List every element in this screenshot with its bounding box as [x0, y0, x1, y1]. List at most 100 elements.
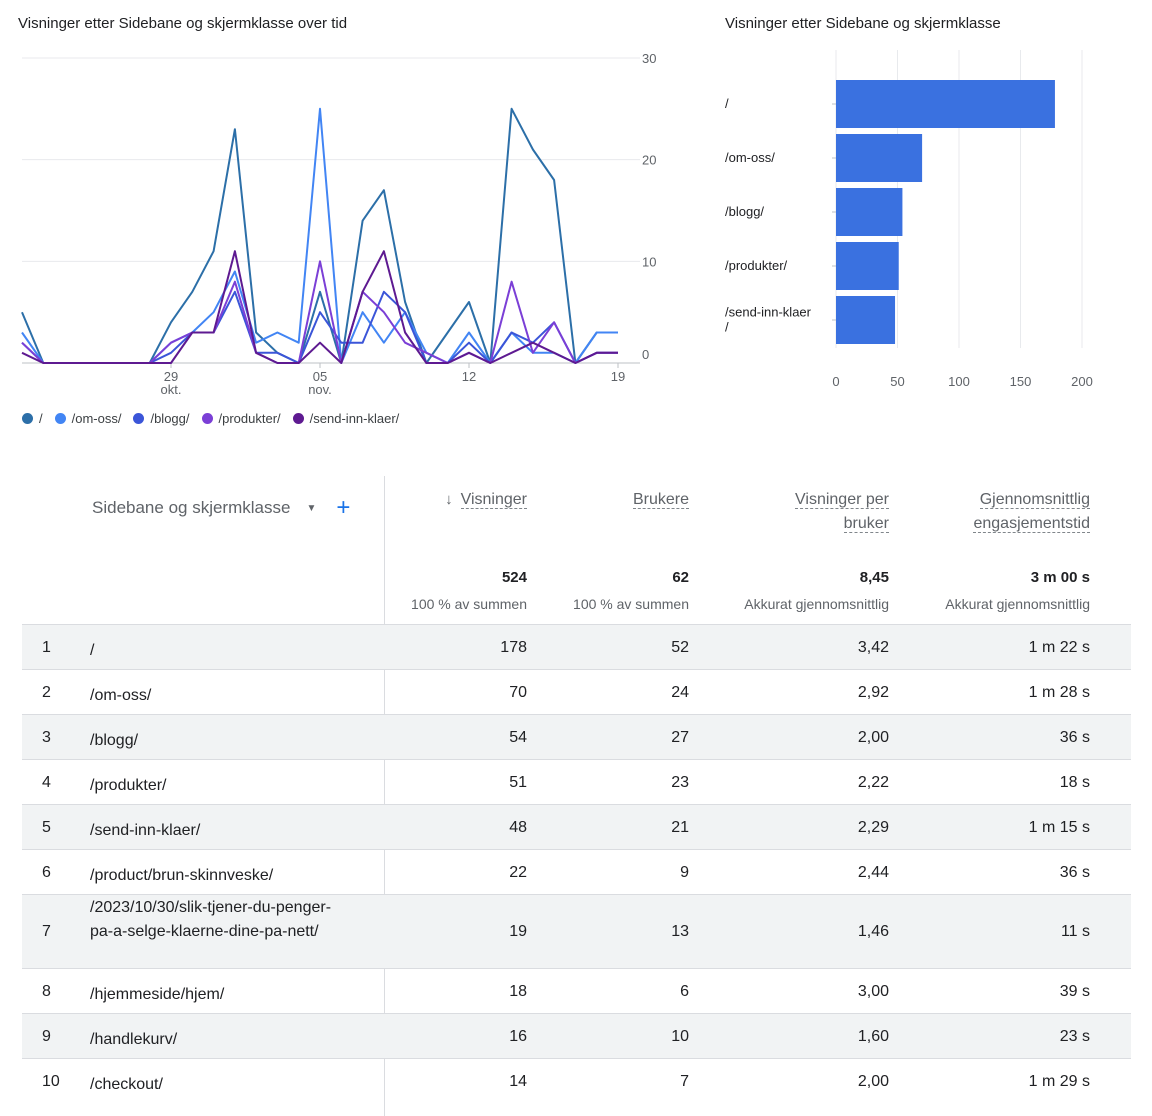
- row-engagement: 11 s: [1060, 923, 1090, 940]
- row-views-per-user: 2,22: [857, 773, 889, 791]
- column-header-engagement-line1[interactable]: Gjennomsnittlig: [979, 491, 1090, 509]
- row-engagement: 39 s: [1059, 982, 1090, 1000]
- row-page-path[interactable]: /product/brun-skinnveske/: [90, 866, 274, 884]
- bar-category-label: /produkter/: [725, 258, 788, 273]
- legend-dot-icon: [201, 413, 213, 424]
- row-engagement: 1 m 22 s: [1028, 638, 1090, 656]
- row-index: 6: [42, 863, 51, 881]
- table-row[interactable]: 5/send-inn-klaer/48 21 2,29 1 m 15 s: [22, 804, 1131, 849]
- row-engagement: 1 m 29 s: [1028, 1072, 1090, 1090]
- legend-label: /send-inn-klaer/: [309, 411, 400, 426]
- legend-item[interactable]: /: [22, 411, 43, 426]
- series-line-1: [21, 107, 618, 364]
- bar: [836, 242, 899, 290]
- row-page-path[interactable]: /: [90, 641, 95, 659]
- row-engagement: 36 s: [1059, 863, 1090, 881]
- sort-down-icon[interactable]: ↓: [445, 491, 453, 508]
- row-views: 18: [509, 982, 527, 1000]
- column-header-views[interactable]: ↓ Visninger: [307, 488, 527, 512]
- table-row[interactable]: 2/om-oss/70 24 2,92 1 m 28 s: [22, 669, 1131, 714]
- table-row[interactable]: 9/handlekurv/16 10 1,60 23 s: [22, 1013, 1131, 1058]
- row-views-per-user: 2,29: [857, 818, 889, 836]
- column-header-users-label[interactable]: Brukere: [632, 491, 689, 509]
- bar-category-label: /: [725, 320, 729, 335]
- row-page-path[interactable]: /send-inn-klaer/: [90, 821, 201, 839]
- legend-label: /om-oss/: [71, 411, 122, 426]
- y-tick-label: 30: [642, 51, 656, 66]
- table-row[interactable]: 6/product/brun-skinnveske/22 9 2,44 36 s: [22, 849, 1131, 894]
- row-views: 48: [509, 818, 527, 836]
- row-page-path[interactable]: /handlekurv/: [90, 1030, 178, 1048]
- row-page-path[interactable]: /om-oss/: [90, 686, 152, 704]
- total-engagement-sub: Akkurat gjennomsnittlig: [945, 596, 1090, 612]
- row-users: 13: [671, 923, 689, 940]
- table-row[interactable]: 7/2023/10/30/slik-tjener-du-penger-pa-a-…: [22, 894, 1131, 968]
- x-tick-label: 200: [1071, 374, 1093, 389]
- y-tick-label: 10: [642, 254, 656, 269]
- row-views: 16: [509, 1027, 527, 1045]
- row-engagement: 1 m 15 s: [1028, 818, 1090, 836]
- row-views-per-user: 2,00: [857, 1072, 889, 1090]
- legend-dot-icon: [54, 413, 66, 424]
- table-row[interactable]: 3/blogg/54 27 2,00 36 s: [22, 714, 1131, 759]
- row-page-path[interactable]: /blogg/: [90, 731, 139, 749]
- column-header-engagement[interactable]: Gjennomsnittlig engasjementstid: [900, 488, 1090, 536]
- legend-item[interactable]: /send-inn-klaer/: [292, 411, 400, 426]
- dimension-label[interactable]: Sidebane og skjermklasse: [92, 498, 291, 517]
- x-tick-label: 29: [164, 369, 178, 384]
- row-views: 178: [500, 638, 527, 656]
- x-tick-label: 12: [462, 369, 476, 384]
- row-page-path[interactable]: /hjemmeside/hjem/: [90, 985, 225, 1003]
- legend-item[interactable]: /produkter/: [201, 411, 281, 426]
- row-views: 14: [509, 1072, 527, 1090]
- legend-label: /: [39, 411, 43, 426]
- x-tick-label: 100: [948, 374, 970, 389]
- row-page-path[interactable]: /2023/10/30/slik-tjener-du-penger-pa-a-s…: [90, 899, 332, 940]
- column-header-views-label[interactable]: Visninger: [460, 491, 527, 509]
- row-page-path[interactable]: /checkout/: [90, 1075, 163, 1093]
- row-views-per-user: 3,42: [857, 638, 889, 656]
- column-header-users[interactable]: Brukere: [529, 488, 689, 512]
- table-row[interactable]: 8/hjemmeside/hjem/18 6 3,00 39 s: [22, 968, 1131, 1013]
- row-engagement: 36 s: [1059, 728, 1090, 746]
- row-views-per-user: 1,46: [857, 923, 889, 940]
- row-index: 4: [42, 773, 51, 791]
- legend-label: /produkter/: [218, 411, 281, 426]
- column-header-views-per-user-line2[interactable]: bruker: [843, 515, 889, 533]
- column-header-engagement-line2[interactable]: engasjementstid: [973, 515, 1090, 533]
- bar: [836, 80, 1055, 128]
- plus-icon[interactable]: +: [336, 494, 351, 521]
- table-row[interactable]: 10/checkout/14 7 2,00 1 m 29 s: [22, 1058, 1131, 1103]
- bar-category-label: /blogg/: [725, 204, 764, 219]
- total-views: 524: [501, 569, 527, 586]
- x-tick-label: 50: [890, 374, 904, 389]
- bar: [836, 296, 896, 344]
- legend-dot-icon: [133, 413, 145, 424]
- row-views-per-user: 2,44: [857, 863, 889, 881]
- legend-item[interactable]: /om-oss/: [54, 411, 122, 426]
- bar-category-label: /send-inn-klaer: [725, 305, 812, 320]
- row-page-path[interactable]: /produkter/: [90, 776, 167, 794]
- bar-chart: 0 50 100 150 200 / /om-oss/ /blogg/ /produkter/ /…: [725, 50, 1093, 389]
- table-row[interactable]: 4/produkter/51 23 2,22 18 s: [22, 759, 1131, 804]
- row-views: 54: [509, 728, 527, 746]
- row-index: 1: [42, 638, 51, 656]
- row-index: 2: [42, 683, 51, 701]
- row-users: 6: [680, 982, 689, 1000]
- row-users: 9: [680, 863, 689, 881]
- total-views-per-user: 8,45: [859, 569, 889, 586]
- y-tick-label: 20: [642, 153, 656, 168]
- column-header-views-per-user[interactable]: Visninger per bruker: [709, 488, 889, 536]
- row-users: 24: [671, 683, 689, 701]
- caret-down-icon[interactable]: ▼: [306, 502, 317, 514]
- legend-item[interactable]: /blogg/: [133, 411, 190, 426]
- row-index: 9: [42, 1027, 51, 1045]
- column-header-views-per-user-line1[interactable]: Visninger per: [795, 491, 889, 509]
- column-divider: [384, 476, 385, 1116]
- report-table: Sidebane og skjermklasse ▼ + ↓ Visninger …: [22, 476, 1131, 1116]
- row-users: 10: [671, 1027, 689, 1045]
- bar-chart-title: Visninger etter Sidebane og skjermklasse: [725, 15, 1001, 32]
- row-index: 5: [42, 818, 51, 836]
- bar: [836, 134, 923, 182]
- table-row[interactable]: 1 / 178 52 3,42 1 m 22 s: [22, 624, 1131, 669]
